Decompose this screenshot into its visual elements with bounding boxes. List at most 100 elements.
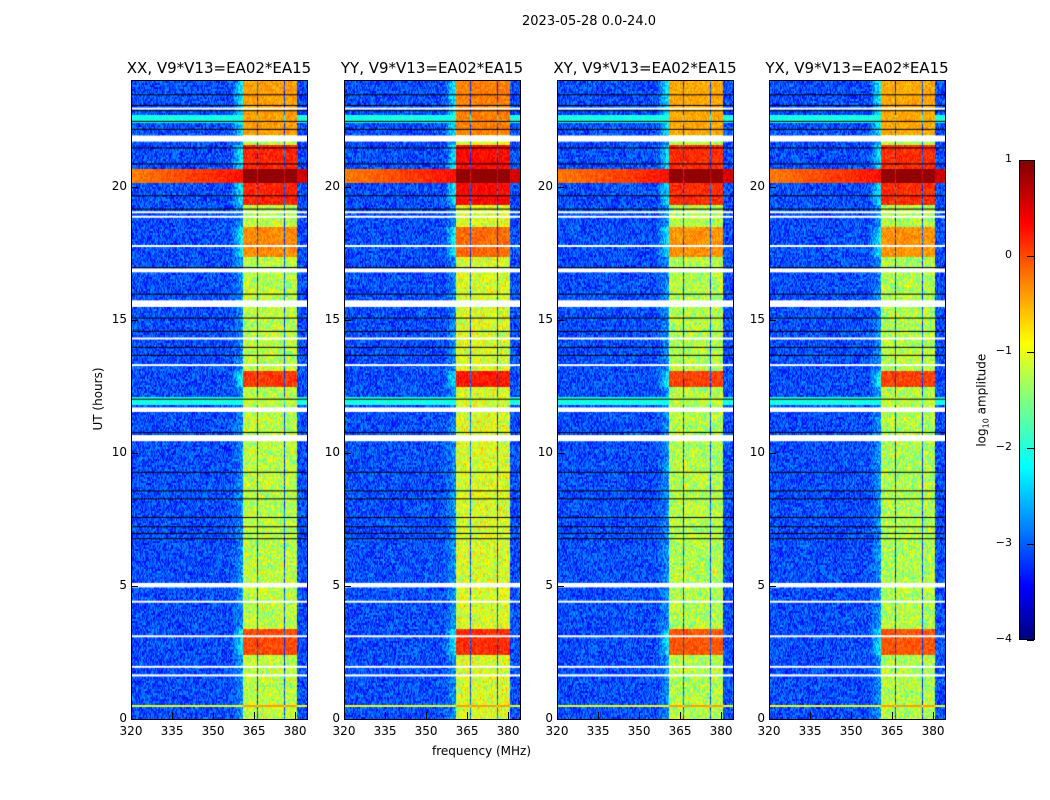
y-tick-label: 10 xyxy=(749,445,765,460)
y-tick-mark xyxy=(344,187,351,189)
x-tick-label: 350 xyxy=(414,724,438,738)
x-tick-mark xyxy=(680,712,682,719)
y-tick-mark xyxy=(769,187,776,189)
y-tick-label: 5 xyxy=(757,578,765,593)
panel-title: YX, V9*V13=EA02*EA15 xyxy=(765,59,949,77)
y-tick-label: 15 xyxy=(324,312,340,327)
x-tick-label: 365 xyxy=(880,724,904,738)
y-tick-mark xyxy=(131,586,138,588)
x-tick-label: 320 xyxy=(119,724,143,738)
x-tick-label: 350 xyxy=(839,724,863,738)
x-tick-label: 365 xyxy=(455,724,479,738)
y-tick-label: 15 xyxy=(749,312,765,327)
y-tick-mark xyxy=(769,719,776,720)
x-axis-label: frequency (MHz) xyxy=(432,744,532,758)
x-tick-label: 380 xyxy=(709,724,733,738)
y-tick-label: 20 xyxy=(749,179,765,194)
y-tick-label: 10 xyxy=(111,445,127,460)
y-tick-mark xyxy=(557,453,564,455)
spectrogram-heatmap xyxy=(132,81,307,719)
x-tick-mark xyxy=(172,712,174,719)
x-tick-mark xyxy=(508,712,510,719)
colorbar-tick-label: −1 xyxy=(995,344,1012,357)
spectrogram-panel xyxy=(557,80,734,720)
x-tick-mark xyxy=(598,712,600,719)
x-tick-mark xyxy=(344,712,345,719)
y-tick-label: 15 xyxy=(111,312,127,327)
colorbar-tick-label: −4 xyxy=(995,632,1012,645)
colorbar-tick-mark xyxy=(1027,544,1034,545)
x-tick-mark xyxy=(254,712,256,719)
panel-title: YY, V9*V13=EA02*EA15 xyxy=(340,59,524,77)
x-tick-label: 380 xyxy=(283,724,307,738)
y-tick-mark xyxy=(131,453,138,455)
colorbar-tick-mark xyxy=(1027,352,1034,353)
x-tick-mark xyxy=(892,712,894,719)
y-tick-label: 0 xyxy=(119,711,127,725)
colorbar xyxy=(1019,160,1035,640)
x-tick-label: 335 xyxy=(798,724,822,738)
y-tick-label: 15 xyxy=(537,312,553,327)
x-tick-mark xyxy=(557,712,558,719)
y-tick-mark xyxy=(769,453,776,455)
x-tick-mark xyxy=(851,712,853,719)
y-tick-label: 5 xyxy=(332,578,340,593)
x-tick-mark xyxy=(295,712,297,719)
spectrogram-heatmap xyxy=(558,81,733,719)
x-tick-mark xyxy=(467,712,469,719)
x-tick-mark xyxy=(933,712,935,719)
colorbar-label-sub: 10 xyxy=(981,418,991,429)
x-tick-label: 380 xyxy=(496,724,520,738)
y-tick-mark xyxy=(131,719,138,720)
x-tick-mark xyxy=(131,712,132,719)
x-tick-label: 335 xyxy=(586,724,610,738)
colorbar-tick-label: −2 xyxy=(995,440,1012,453)
panel-title: XY, V9*V13=EA02*EA15 xyxy=(553,59,737,77)
y-tick-label: 10 xyxy=(537,445,553,460)
colorbar-tick-mark xyxy=(1027,448,1034,449)
x-tick-label: 335 xyxy=(373,724,397,738)
x-tick-label: 365 xyxy=(668,724,692,738)
colorbar-tick-label: 1 xyxy=(1005,152,1012,165)
x-tick-mark xyxy=(721,712,723,719)
figure-title: 2023-05-28 0.0-24.0 xyxy=(522,14,656,29)
y-tick-mark xyxy=(557,320,564,322)
y-tick-mark xyxy=(131,187,138,189)
spectrogram-panel xyxy=(131,80,308,720)
y-tick-mark xyxy=(557,187,564,189)
y-tick-label: 20 xyxy=(537,179,553,194)
x-tick-label: 350 xyxy=(627,724,651,738)
y-tick-mark xyxy=(557,719,564,720)
x-tick-label: 350 xyxy=(201,724,225,738)
y-tick-label: 10 xyxy=(324,445,340,460)
spectrogram-panel xyxy=(344,80,521,720)
x-tick-mark xyxy=(810,712,812,719)
y-tick-label: 20 xyxy=(324,179,340,194)
colorbar-tick-mark xyxy=(1027,640,1034,641)
x-tick-label: 320 xyxy=(545,724,569,738)
y-tick-label: 0 xyxy=(545,711,553,725)
x-tick-mark xyxy=(639,712,641,719)
x-tick-label: 380 xyxy=(921,724,945,738)
x-tick-mark xyxy=(213,712,215,719)
y-tick-label: 5 xyxy=(545,578,553,593)
y-tick-label: 20 xyxy=(111,179,127,194)
x-tick-label: 320 xyxy=(332,724,356,738)
y-tick-label: 5 xyxy=(119,578,127,593)
y-tick-mark xyxy=(769,320,776,322)
y-axis-label: UT (hours) xyxy=(91,367,105,431)
y-tick-mark xyxy=(344,586,351,588)
colorbar-tick-mark xyxy=(1027,256,1034,257)
x-tick-label: 335 xyxy=(160,724,184,738)
x-tick-label: 320 xyxy=(757,724,781,738)
spectrogram-heatmap xyxy=(345,81,520,719)
x-tick-mark xyxy=(426,712,428,719)
y-tick-mark xyxy=(344,453,351,455)
spectrogram-heatmap xyxy=(770,81,945,719)
x-tick-mark xyxy=(769,712,770,719)
spectrogram-panel xyxy=(769,80,946,720)
x-tick-mark xyxy=(385,712,387,719)
panel-title: XX, V9*V13=EA02*EA15 xyxy=(126,59,312,77)
colorbar-tick-label: 0 xyxy=(1005,248,1012,261)
